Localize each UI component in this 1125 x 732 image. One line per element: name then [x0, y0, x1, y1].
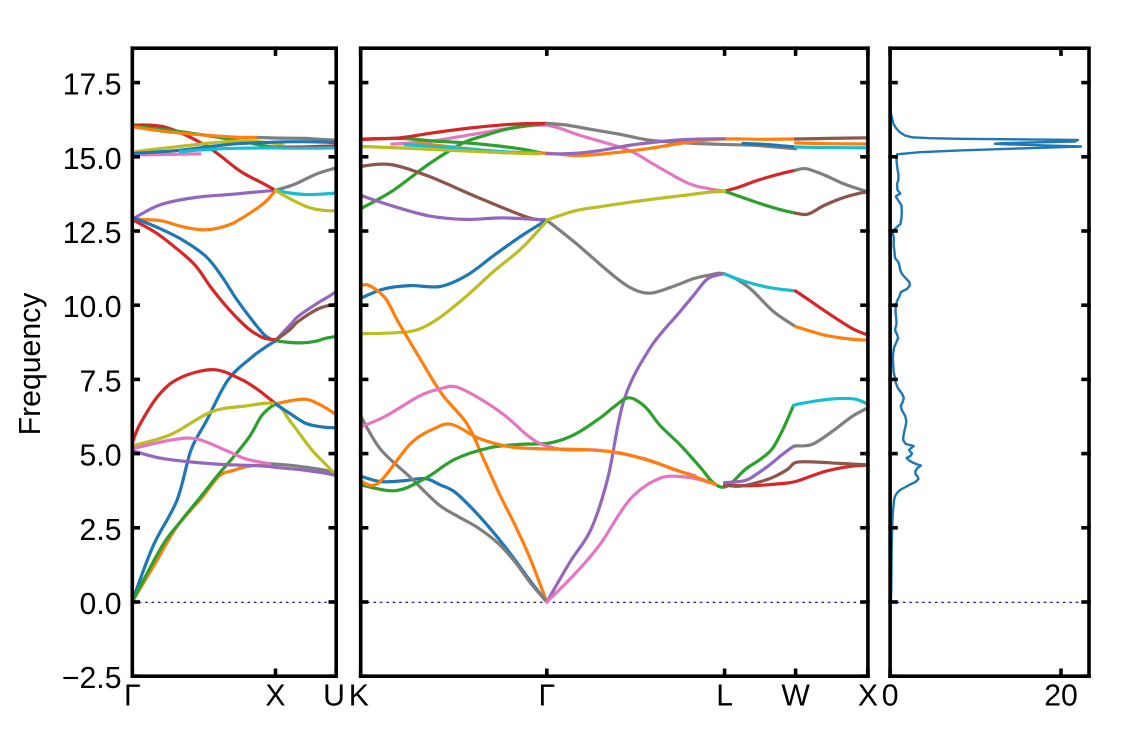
svg-text:5.0: 5.0 [80, 440, 122, 473]
svg-text:12.5: 12.5 [63, 217, 122, 250]
svg-text:W: W [781, 680, 810, 713]
svg-text:L: L [716, 680, 733, 713]
svg-text:X: X [265, 680, 285, 713]
svg-text:0.0: 0.0 [80, 588, 122, 621]
svg-text:15.0: 15.0 [63, 143, 122, 176]
svg-text:K: K [349, 680, 369, 713]
svg-text:Γ: Γ [538, 680, 555, 713]
svg-text:0: 0 [882, 680, 899, 713]
svg-text:Γ: Γ [124, 680, 141, 713]
svg-text:10.0: 10.0 [63, 291, 122, 324]
svg-text:7.5: 7.5 [80, 365, 122, 398]
svg-text:X: X [858, 680, 878, 713]
svg-text:17.5: 17.5 [63, 69, 122, 102]
svg-text:20: 20 [1044, 680, 1078, 713]
svg-text:2.5: 2.5 [80, 514, 122, 547]
svg-text:U: U [323, 680, 345, 713]
svg-text:Frequency: Frequency [14, 292, 47, 436]
svg-text:−2.5: −2.5 [62, 662, 122, 695]
